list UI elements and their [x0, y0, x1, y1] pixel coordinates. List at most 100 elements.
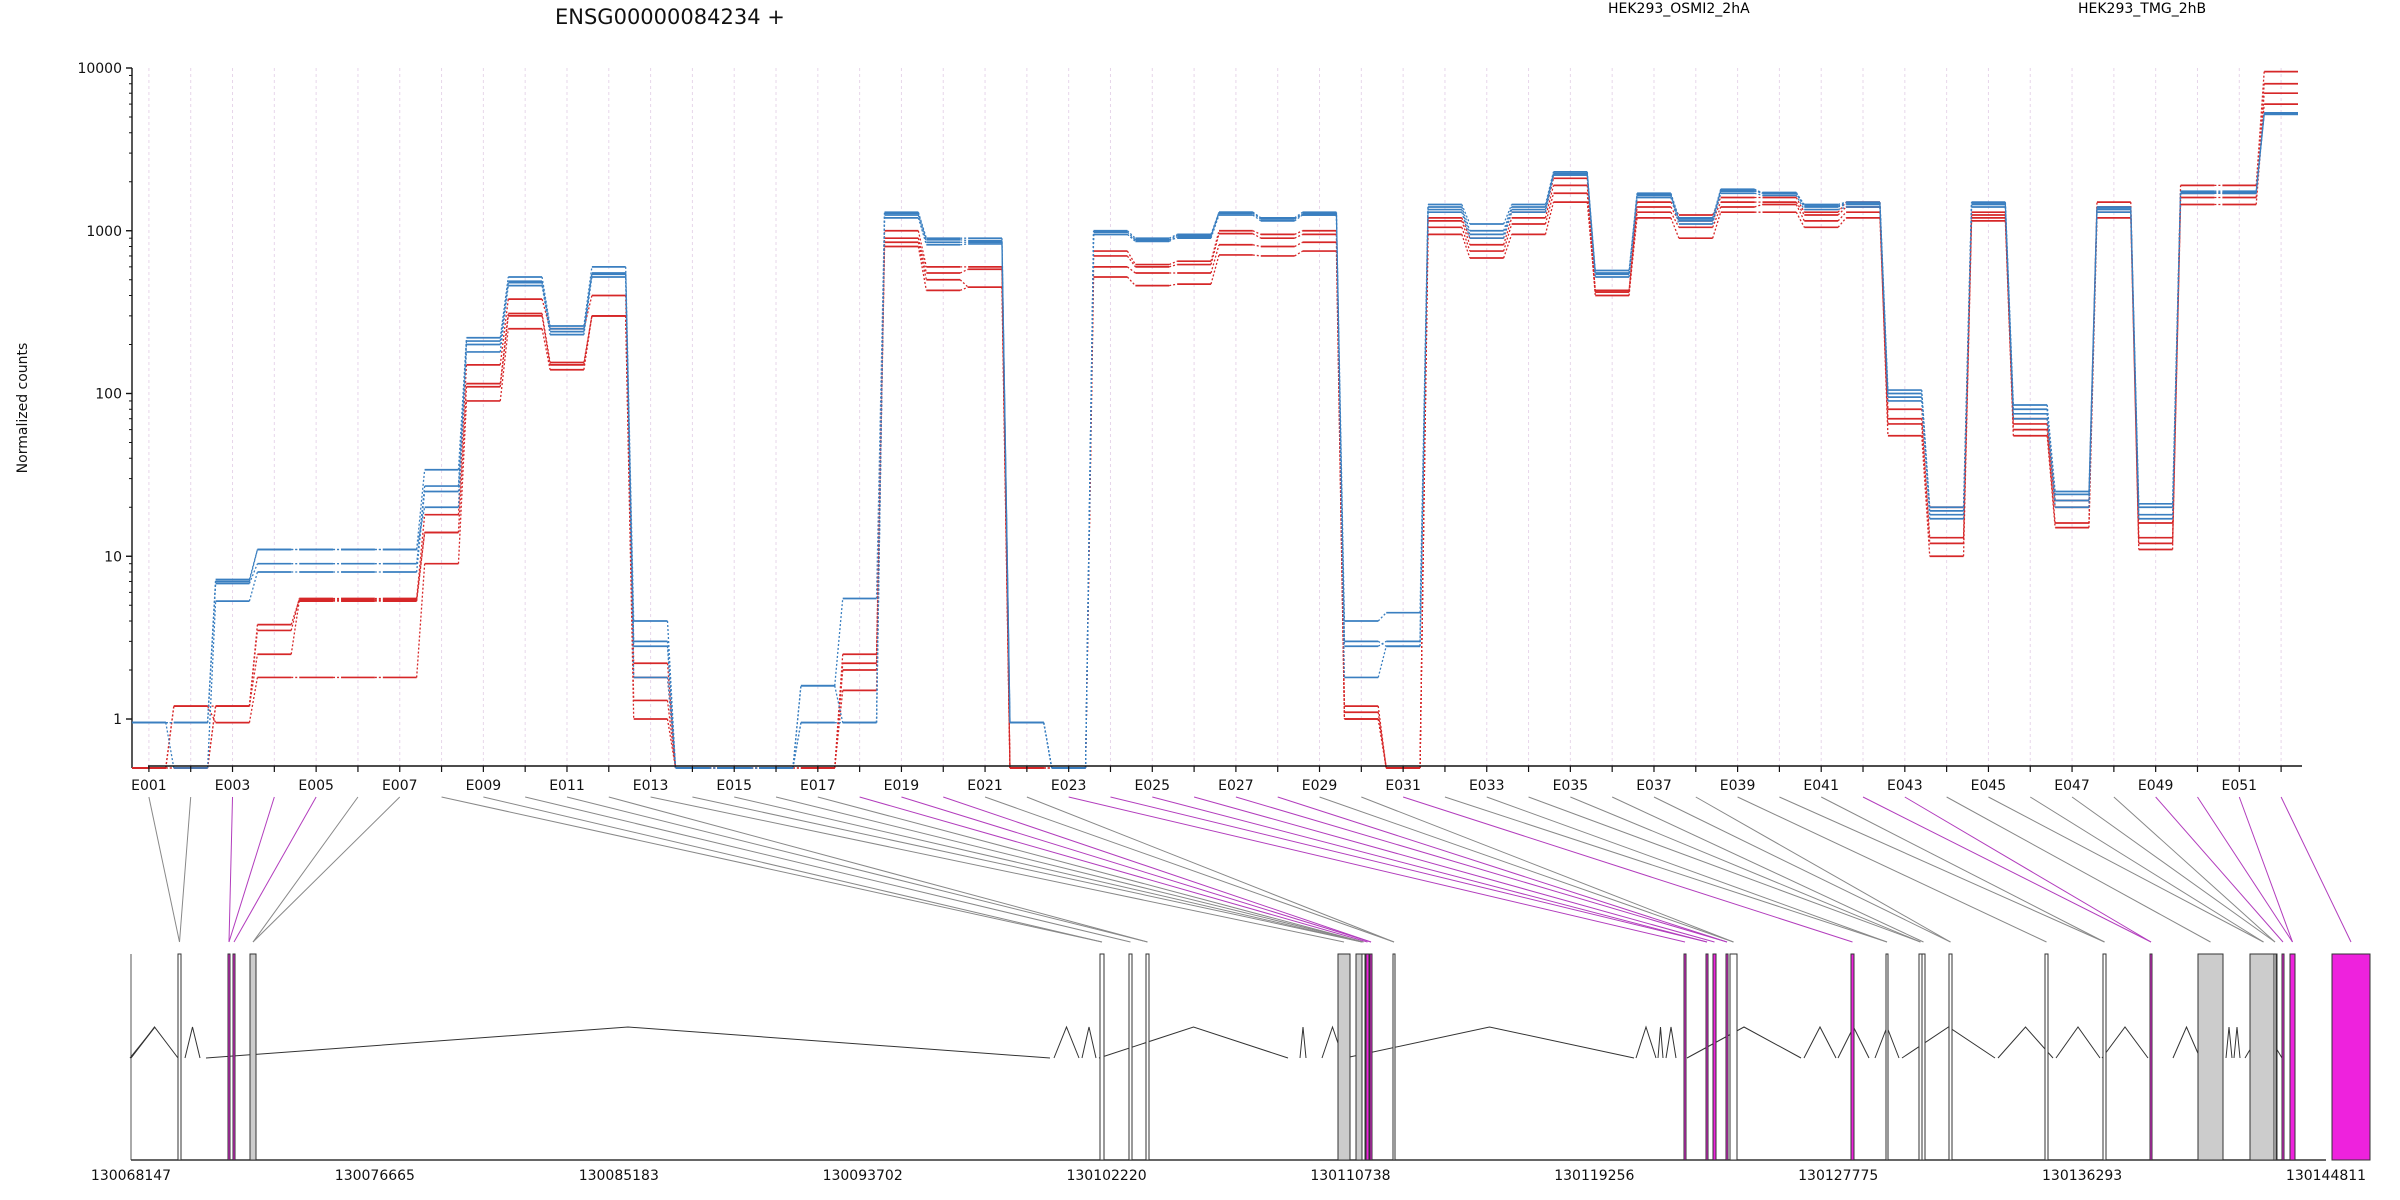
exon-transition	[541, 276, 551, 327]
exon-transition	[1461, 220, 1471, 245]
exon-transition	[1126, 231, 1136, 241]
exon-transition	[1377, 646, 1387, 678]
exon-transition	[1795, 197, 1805, 213]
x-tick-label: E043	[1887, 778, 1923, 794]
exon-transition	[1921, 418, 1931, 538]
exon-box	[1099, 953, 1105, 1161]
x-tick-label: E019	[884, 778, 920, 794]
exon-transition	[1795, 204, 1805, 222]
exon-transition	[1043, 722, 1053, 769]
series-line	[132, 112, 2298, 769]
legend-entry-tmg: HEK293_TMG_2hB	[2078, 1, 2206, 17]
exon-transition	[207, 705, 217, 723]
exon-box	[2273, 953, 2277, 1161]
x-tick-label: E047	[2054, 778, 2090, 794]
y-tick-label: 10	[104, 549, 122, 565]
exon-transition	[1168, 260, 1178, 266]
x-tick-label: E017	[800, 778, 836, 794]
x-tick-label: E033	[1469, 778, 1505, 794]
exon-transition	[792, 722, 802, 769]
exon-transition	[1754, 189, 1763, 194]
x-tick-label: E023	[1051, 778, 1087, 794]
exon-transition	[1294, 250, 1303, 257]
exon-box	[2102, 953, 2107, 1161]
series-line	[132, 82, 2298, 769]
x-tick-label: E039	[1720, 778, 1756, 794]
exon-box	[1392, 953, 1396, 1161]
exon-connector	[1988, 796, 2264, 943]
exon-transition	[1503, 234, 1513, 259]
exon-connector	[775, 796, 1364, 943]
exon-box	[2044, 953, 2049, 1161]
series-layer	[132, 70, 2298, 769]
y-tick-label: 10000	[77, 61, 122, 77]
exon-transition	[1712, 193, 1722, 225]
genomic-tick-label: 130110738	[1310, 1168, 1390, 1184]
exon-transition	[960, 243, 969, 246]
exon-transition	[2046, 423, 2056, 508]
exon-transition	[1503, 204, 1513, 225]
exon-connector	[1862, 796, 2152, 943]
x-tick-label: E035	[1553, 778, 1589, 794]
exon-connector	[984, 796, 1395, 943]
exon-transition	[1252, 230, 1262, 235]
exon-transition	[1461, 212, 1471, 239]
exon-transition	[960, 239, 969, 242]
x-tick-label: E025	[1134, 778, 1170, 794]
exon-transition	[583, 274, 593, 329]
exon-transition	[1294, 230, 1303, 235]
exon-transition	[1252, 233, 1262, 239]
exon-transition	[1377, 640, 1387, 647]
exon-transition	[1252, 212, 1262, 220]
x-tick-label: E037	[1636, 778, 1672, 794]
exon-transition	[583, 276, 593, 335]
exon-connector	[1193, 796, 1715, 943]
genomic-tick-label: 130136293	[2042, 1168, 2122, 1184]
genomic-coordinate-axis: 130068147 130076665 130085183 130093702 1301…	[91, 1168, 2366, 1184]
exon-transition	[1837, 206, 1847, 211]
genomic-tick-label: 130085183	[579, 1168, 659, 1184]
exon-connector	[179, 796, 192, 943]
exon-transition	[875, 213, 886, 723]
exon-transition	[1795, 195, 1805, 210]
exon-connector	[1904, 796, 2152, 943]
exon-box	[2281, 953, 2285, 1161]
exon-transition	[1837, 202, 1847, 207]
exon-transition	[2255, 113, 2265, 193]
exon-transition	[1879, 202, 1889, 391]
exon-connector	[1152, 796, 1708, 943]
exon-transition	[666, 646, 677, 769]
x-tick-label: E029	[1302, 778, 1338, 794]
exon-transition	[875, 212, 886, 599]
exon-transition	[1837, 201, 1847, 206]
x-tick-label: E013	[633, 778, 669, 794]
exon-transition	[541, 285, 551, 335]
exon-transition	[1670, 193, 1680, 220]
chart-title: ENSG00000084234 +	[555, 5, 785, 29]
exon-transition	[1586, 174, 1596, 278]
x-tick-label: E049	[2138, 778, 2174, 794]
exon-transition	[917, 213, 927, 240]
exon-transition	[1168, 236, 1178, 242]
exon-transition	[1461, 234, 1471, 259]
exon-box	[1729, 953, 1738, 1161]
exon-transition	[1628, 195, 1638, 275]
exon-transition	[1043, 722, 1053, 769]
exon-box	[2197, 953, 2224, 1161]
exon-box	[1361, 953, 1366, 1161]
series-line	[132, 112, 2298, 769]
intron-line	[1053, 1025, 1080, 1059]
exon-transition	[1544, 173, 1555, 208]
exon-transition	[1921, 435, 1931, 557]
exon-connectors	[148, 796, 2352, 943]
exon-connector	[1026, 796, 1395, 943]
exon-transition	[959, 279, 969, 288]
intron-line	[1299, 1026, 1307, 1059]
x-tick-label: E045	[1971, 778, 2007, 794]
exon-transition	[1795, 192, 1805, 207]
exon-box	[1948, 953, 1953, 1161]
exon-connector	[1361, 796, 1734, 943]
exon-transition	[290, 601, 300, 655]
exon-transition	[541, 328, 551, 370]
exon-transition	[248, 571, 259, 602]
